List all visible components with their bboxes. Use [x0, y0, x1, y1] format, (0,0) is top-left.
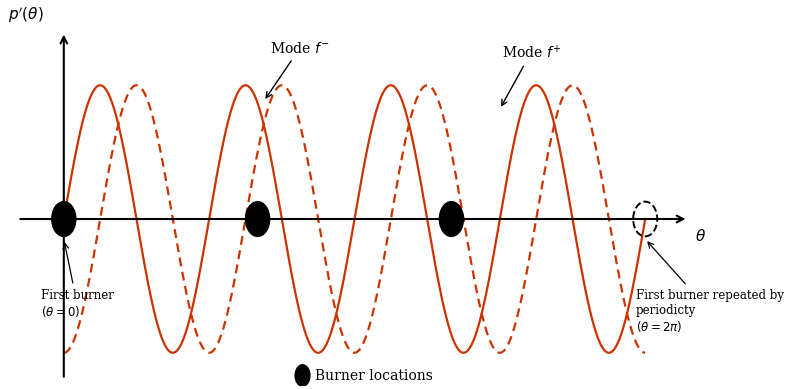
Text: Mode $f^{+}$: Mode $f^{+}$ — [502, 44, 561, 105]
Text: Burner locations: Burner locations — [315, 368, 434, 382]
Circle shape — [246, 202, 270, 237]
Circle shape — [439, 202, 463, 237]
Text: Mode $f^{-}$: Mode $f^{-}$ — [266, 41, 330, 98]
Text: $\theta$: $\theta$ — [695, 228, 706, 244]
Circle shape — [52, 202, 76, 237]
Text: $p'(\theta)$: $p'(\theta)$ — [8, 5, 43, 25]
Circle shape — [295, 365, 310, 386]
Text: First burner repeated by
periodicty
$(\theta = 2\pi)$: First burner repeated by periodicty $(\t… — [636, 242, 784, 334]
Text: First burner
$(\theta = 0)$: First burner $(\theta = 0)$ — [41, 243, 114, 319]
